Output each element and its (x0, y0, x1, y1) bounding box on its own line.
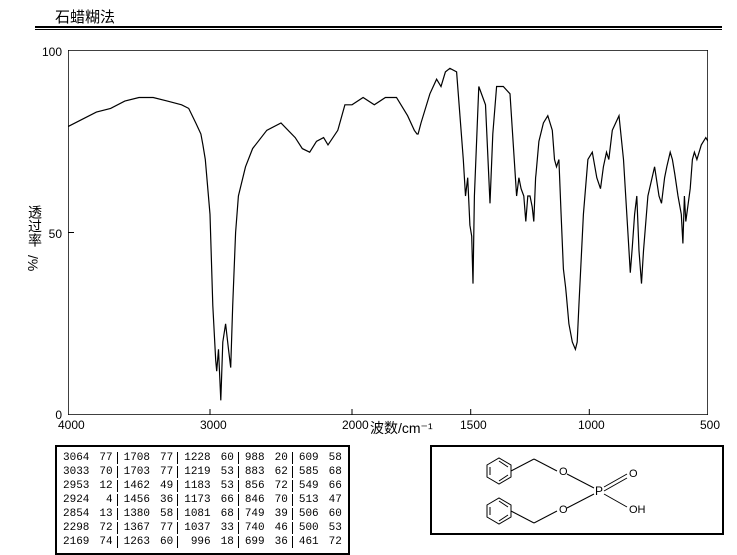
table-cell: 3064 (59, 452, 93, 464)
table-cell: 506 (295, 508, 323, 520)
table-cell: 58 (325, 452, 346, 464)
table-row: 2953121462491183538567254966 (59, 480, 346, 492)
title-divider-thin (35, 29, 722, 30)
table-cell: 461 (295, 536, 323, 548)
xtick-3000: 3000 (200, 418, 227, 432)
table-cell: 740 (241, 522, 269, 534)
table-cell: 60 (156, 536, 178, 548)
table-cell: 72 (325, 536, 346, 548)
table-cell: 13 (95, 508, 117, 520)
table-cell: 1708 (120, 452, 154, 464)
table-cell: 988 (241, 452, 269, 464)
table-cell: 74 (95, 536, 117, 548)
xtick-1500: 1500 (460, 418, 487, 432)
xtick-4000: 4000 (58, 418, 85, 432)
table-cell: 1173 (180, 494, 214, 506)
table-cell: 2169 (59, 536, 93, 548)
dibenzyl-phosphate-structure-icon: O O P O OH (432, 447, 722, 533)
y-axis-sublabel: /% (25, 255, 41, 271)
table-cell: 53 (217, 480, 239, 492)
atom-label-P: P (595, 484, 603, 498)
table-cell: 1228 (180, 452, 214, 464)
table-row: 216974126360996186993646172 (59, 536, 346, 548)
atom-label-O1: O (559, 466, 568, 478)
table-row: 2854131380581081687493950660 (59, 508, 346, 520)
table-cell: 53 (217, 466, 239, 478)
table-cell: 49 (156, 480, 178, 492)
table-cell: 47 (325, 494, 346, 506)
table-cell: 500 (295, 522, 323, 534)
atom-label-O2: O (559, 504, 568, 516)
ytick-100: 100 (32, 45, 62, 59)
table-cell: 1219 (180, 466, 214, 478)
table-cell: 68 (325, 466, 346, 478)
table-cell: 70 (95, 466, 117, 478)
xtick-1000: 1000 (578, 418, 605, 432)
table-cell: 3033 (59, 466, 93, 478)
x-axis-label: 波数/cm⁻¹ (370, 418, 433, 438)
table-cell: 46 (271, 522, 293, 534)
table-cell: 1367 (120, 522, 154, 534)
atom-label-O3: O (629, 468, 638, 480)
chart-title: 石蜡糊法 (55, 6, 115, 27)
table-cell: 549 (295, 480, 323, 492)
table-cell: 36 (156, 494, 178, 506)
table-cell: 60 (217, 452, 239, 464)
table-cell: 1703 (120, 466, 154, 478)
table-cell: 699 (241, 536, 269, 548)
table-cell: 1183 (180, 480, 214, 492)
table-cell: 77 (156, 466, 178, 478)
table-cell: 2924 (59, 494, 93, 506)
table-cell: 62 (271, 466, 293, 478)
table-cell: 4 (95, 494, 117, 506)
table-cell: 12 (95, 480, 117, 492)
title-divider (35, 26, 722, 28)
table-cell: 68 (217, 508, 239, 520)
table-cell: 58 (156, 508, 178, 520)
table-cell: 1456 (120, 494, 154, 506)
ytick-50: 50 (32, 227, 62, 241)
xtick-500: 500 (700, 418, 720, 432)
molecular-structure-box: O O P O OH (430, 445, 724, 535)
table-cell: 77 (156, 522, 178, 534)
table-cell: 585 (295, 466, 323, 478)
table-cell: 1380 (120, 508, 154, 520)
table-cell: 1263 (120, 536, 154, 548)
table-row: 3064771708771228609882060958 (59, 452, 346, 464)
table-cell: 77 (95, 452, 117, 464)
table-cell: 72 (271, 480, 293, 492)
table-cell: 2953 (59, 480, 93, 492)
table-cell: 72 (95, 522, 117, 534)
table-row: 3033701703771219538836258568 (59, 466, 346, 478)
table-cell: 66 (325, 480, 346, 492)
table-cell: 20 (271, 452, 293, 464)
table-cell: 33 (217, 522, 239, 534)
table-cell: 846 (241, 494, 269, 506)
table-cell: 513 (295, 494, 323, 506)
table-cell: 39 (271, 508, 293, 520)
table-cell: 2298 (59, 522, 93, 534)
table-cell: 749 (241, 508, 269, 520)
ir-spectrum-plot (68, 50, 708, 415)
table-cell: 883 (241, 466, 269, 478)
table-cell: 18 (217, 536, 239, 548)
table-cell: 996 (180, 536, 214, 548)
table-cell: 1462 (120, 480, 154, 492)
table-cell: 53 (325, 522, 346, 534)
table-cell: 36 (271, 536, 293, 548)
atom-label-OH: OH (629, 504, 646, 516)
table-cell: 77 (156, 452, 178, 464)
table-row: 292441456361173668467051347 (59, 494, 346, 506)
xtick-2000: 2000 (342, 418, 369, 432)
table-cell: 856 (241, 480, 269, 492)
table-cell: 60 (325, 508, 346, 520)
table-cell: 66 (217, 494, 239, 506)
table-row: 2298721367771037337404650053 (59, 522, 346, 534)
table-cell: 1081 (180, 508, 214, 520)
table-cell: 1037 (180, 522, 214, 534)
table-cell: 70 (271, 494, 293, 506)
table-cell: 609 (295, 452, 323, 464)
table-cell: 2854 (59, 508, 93, 520)
